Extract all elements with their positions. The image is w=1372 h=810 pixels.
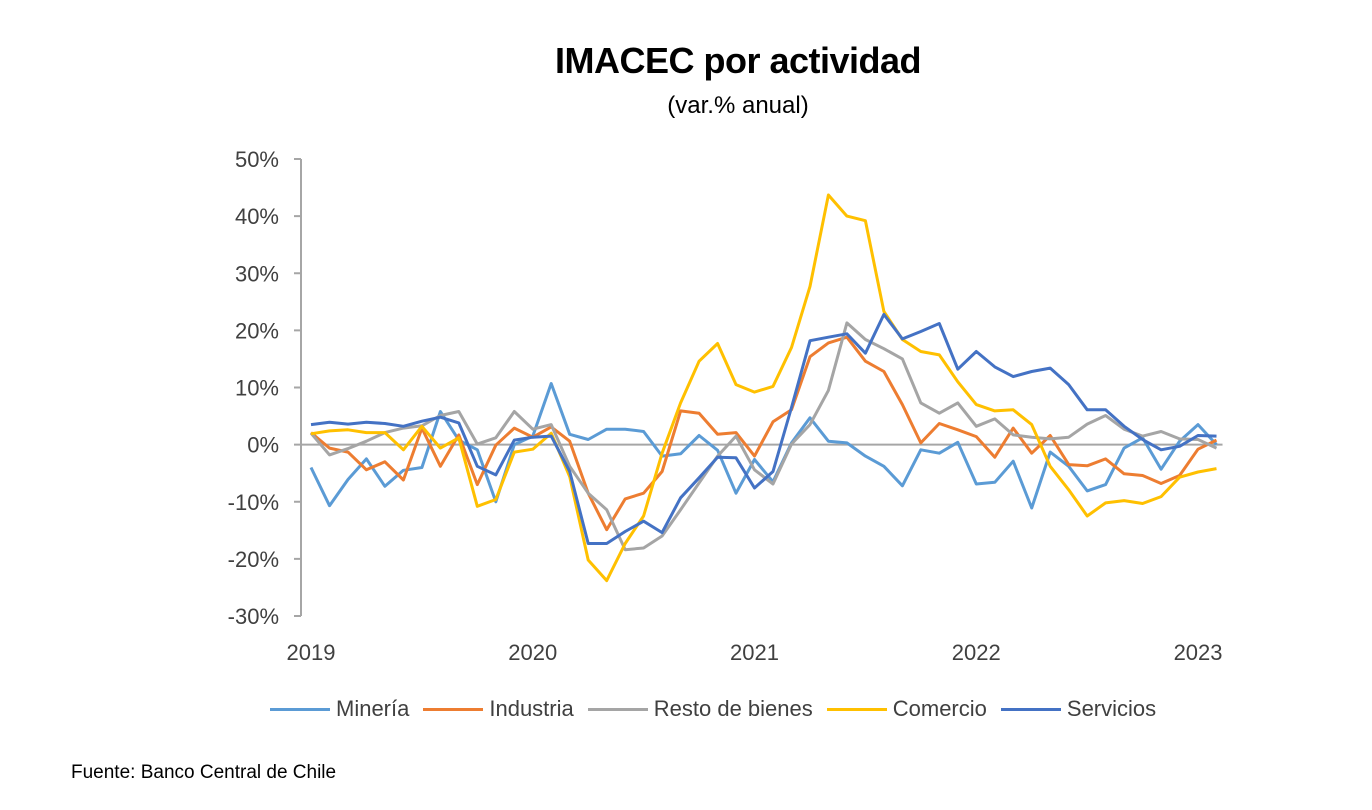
- legend-swatch: [423, 707, 484, 711]
- legend-item: Servicios: [1000, 696, 1157, 722]
- series-line-comercio: [310, 193, 1217, 583]
- x-tick-label: 2022: [952, 640, 1001, 665]
- y-tick-label: -10%: [228, 490, 279, 515]
- y-tick-label: 10%: [235, 376, 279, 401]
- legend-item: Comercio: [826, 696, 987, 722]
- y-tick-label: 50%: [235, 147, 279, 172]
- legend-swatch: [587, 707, 648, 711]
- chart-plot: 50% 40% 30% 20% 10% 0% -10% -20% -30% 2019 2020 202…: [228, 147, 1223, 665]
- y-tick-label: 20%: [235, 318, 279, 343]
- y-tick-label: -30%: [228, 604, 279, 629]
- legend-label: Resto de bienes: [653, 696, 813, 721]
- y-tick-label: -20%: [228, 547, 279, 572]
- x-tick-label: 2021: [730, 640, 779, 665]
- legend-swatch: [826, 707, 887, 711]
- y-tick-label: 30%: [235, 261, 279, 286]
- legend-label: Servicios: [1066, 696, 1157, 721]
- legend-item: Minería: [270, 696, 409, 722]
- legend-label: Comercio: [892, 696, 987, 721]
- legend-label: Minería: [336, 696, 410, 721]
- series-line-industria: [310, 335, 1218, 532]
- legend-item: Resto de bienes: [587, 696, 813, 722]
- chart-title: IMACEC por actividad: [554, 40, 922, 81]
- y-tick-label: 40%: [235, 204, 279, 229]
- source-note: Fuente: Banco Central de Chile: [71, 762, 337, 783]
- legend: Minería Industria Resto de bienes Comercio S…: [270, 696, 1170, 722]
- series-line-resto-de-bienes: [309, 321, 1218, 552]
- series-line-servicios: [310, 312, 1217, 545]
- legend-swatch: [270, 707, 330, 711]
- x-tick-label: 2023: [1174, 640, 1223, 665]
- legend-item: Industria: [423, 696, 574, 722]
- legend-label: Industria: [489, 696, 574, 721]
- x-tick-label: 2019: [287, 640, 336, 665]
- legend-swatch: [1000, 707, 1061, 711]
- chart-subtitle: (var.% anual): [667, 92, 809, 119]
- y-tick-label: 0%: [247, 433, 279, 458]
- x-tick-label: 2020: [508, 640, 557, 665]
